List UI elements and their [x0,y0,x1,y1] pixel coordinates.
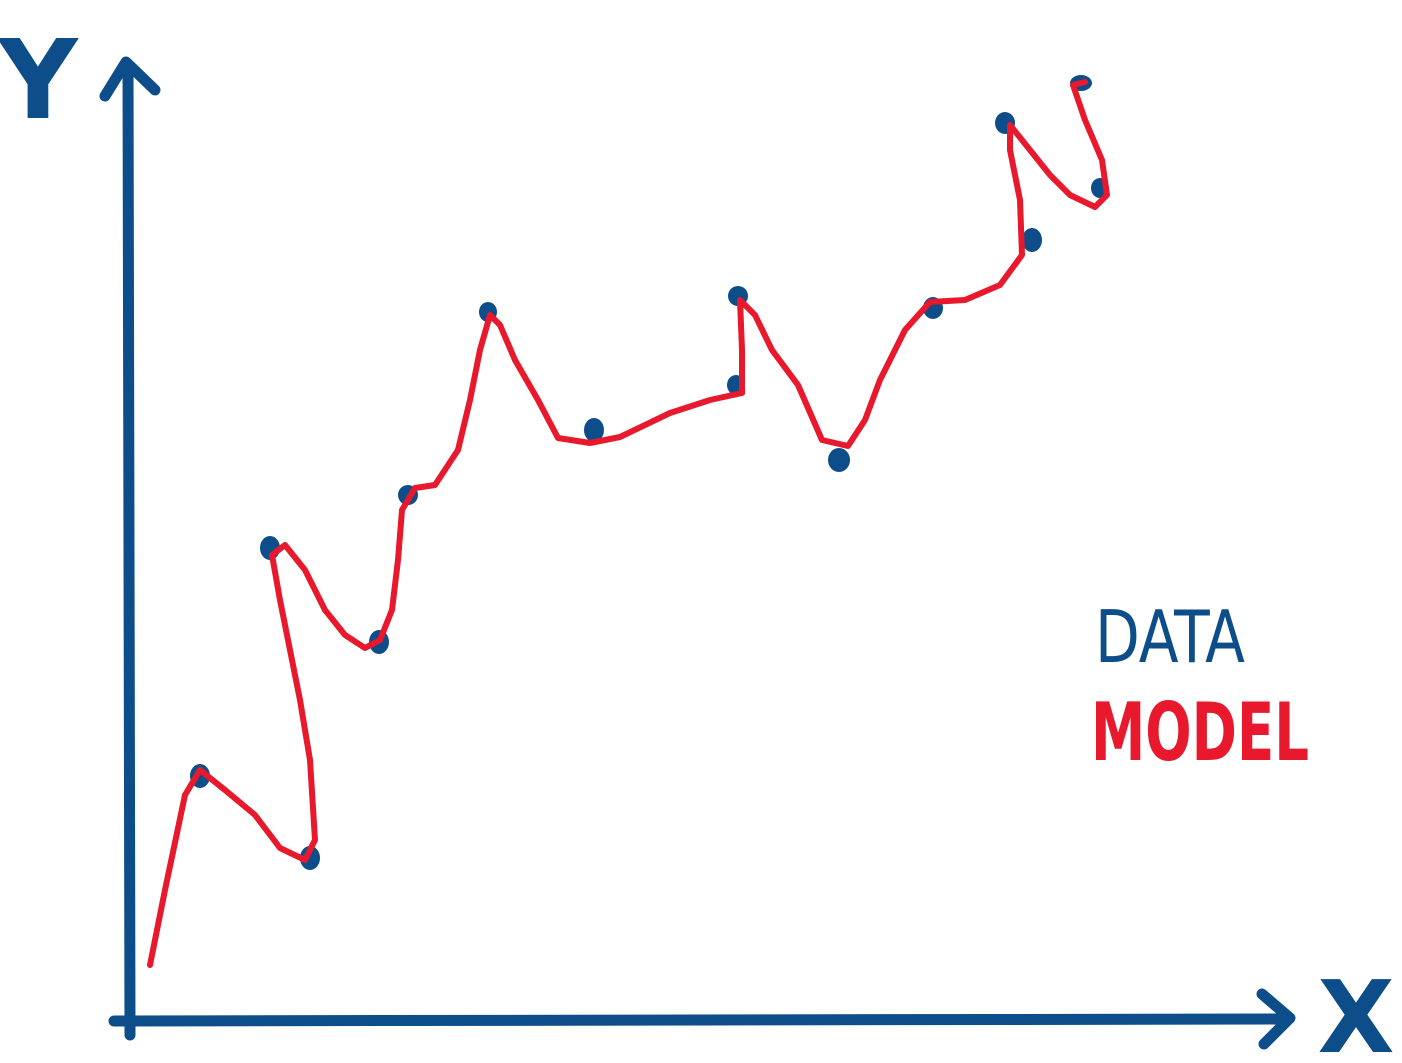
model-curve [147,79,1110,968]
x-arrow [1256,988,1296,1050]
y-arrow [99,56,161,102]
data-points [190,75,1109,870]
data-point [584,418,604,442]
data-point [1022,228,1042,252]
legend-data: DATA [1095,595,1245,679]
x-axis [108,1013,1294,1027]
y-axis [122,59,136,1041]
y-label: Y [0,16,79,144]
x-label: X [1317,959,1394,1063]
axes [99,56,1296,1050]
data-point [828,448,850,472]
data-point [300,846,320,870]
legend-model: MODEL [1091,686,1309,779]
